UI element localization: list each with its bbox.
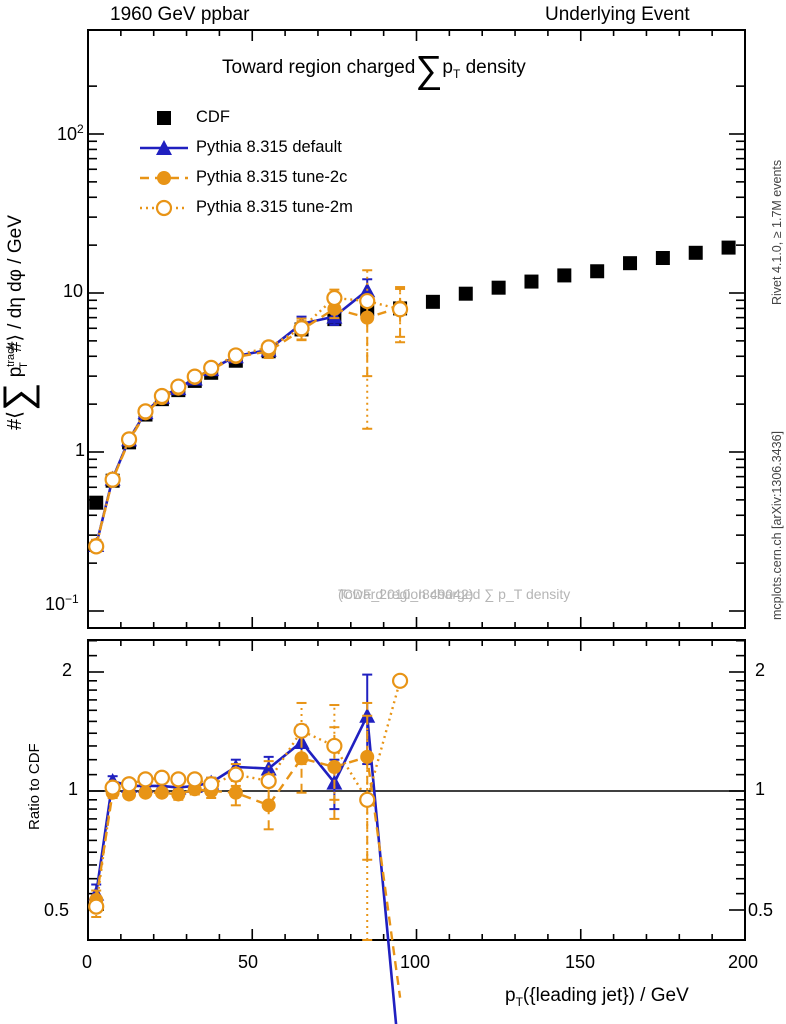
ytick-main-1: 10 (63, 281, 84, 301)
legend-label-2: Pythia 8.315 tune-2c (196, 168, 348, 186)
sigma-symbol: ∑ (415, 49, 443, 91)
series-line-3 (95, 296, 401, 547)
ytick-main-3: 10−1 (45, 592, 79, 614)
data-point-0 (524, 274, 539, 289)
data-point-r2 (120, 776, 138, 793)
data-point-r2 (186, 771, 203, 788)
title-p: p (442, 57, 453, 78)
ytick-ratio-left-2: 0.5 (44, 900, 70, 920)
data-point-0 (491, 280, 506, 295)
legend-label-1: Pythia 8.315 default (196, 138, 342, 156)
data-point-3 (203, 359, 220, 377)
data-point-0 (655, 251, 670, 266)
ytick-main-0: 102 (57, 122, 84, 144)
plot-title: Toward region charged∑pT density (222, 51, 526, 89)
data-point-r1 (294, 751, 309, 766)
main-panel-frame (87, 29, 746, 629)
data-point-r2 (137, 771, 154, 788)
data-point-r1 (171, 787, 186, 802)
data-point-r2 (203, 776, 220, 793)
data-point-r2 (260, 772, 277, 790)
data-point-0 (557, 268, 572, 283)
series-line-1 (94, 289, 369, 546)
data-point-0 (425, 294, 440, 309)
ytick-ratio-right-0: 2 (755, 660, 766, 680)
series-line-2 (95, 306, 401, 546)
title-post-word: density (465, 57, 526, 78)
xtick-1: 50 (238, 952, 259, 972)
ytick-ratio-left-0: 2 (62, 660, 73, 680)
data-point-3 (104, 471, 121, 488)
data-point-3 (88, 538, 105, 555)
data-point-r1 (327, 760, 342, 775)
data-point-2 (360, 310, 375, 325)
data-point-r1 (261, 798, 276, 813)
data-point-r0 (260, 760, 277, 776)
legend-label-0: CDF (196, 108, 230, 126)
title-pre: Toward region charged (222, 57, 416, 78)
data-point-3 (326, 289, 343, 307)
data-point-r2 (326, 737, 343, 755)
data-point-r2 (391, 672, 409, 689)
data-point-0 (458, 286, 473, 301)
xtick-0: 0 (82, 952, 93, 972)
xtick-2: 100 (400, 952, 431, 972)
legend-marker-1[interactable] (156, 140, 172, 155)
legend-marker-2[interactable] (157, 171, 171, 185)
data-point-r1 (360, 749, 375, 764)
data-point-r2 (359, 791, 376, 808)
legend-marker-3[interactable] (155, 199, 173, 217)
data-point-3 (170, 378, 187, 395)
data-point-r1 (154, 785, 169, 800)
data-point-3 (359, 292, 376, 310)
legend-marker-0[interactable] (157, 111, 171, 125)
data-point-0 (89, 495, 104, 510)
xtick-3: 150 (565, 952, 596, 972)
data-point-r2 (104, 779, 121, 796)
data-point-r2 (293, 722, 310, 739)
data-point-3 (120, 431, 138, 448)
data-point-3 (391, 301, 409, 318)
data-point-r1 (138, 785, 153, 800)
data-point-0 (590, 264, 605, 279)
data-point-r2 (170, 771, 187, 788)
ratio-panel-frame (87, 639, 746, 941)
data-point-3 (260, 339, 277, 356)
title-sub: T (452, 67, 461, 81)
data-point-r2 (153, 769, 171, 786)
data-point-r2 (227, 766, 244, 783)
ytick-ratio-left-1: 1 (68, 779, 79, 799)
ytick-main-2: 1 (75, 440, 86, 460)
data-point-r2 (88, 898, 105, 915)
data-point-r1 (228, 785, 243, 800)
legend-label-3: Pythia 8.315 tune-2m (196, 198, 353, 216)
data-point-3 (153, 387, 171, 405)
data-point-0 (688, 245, 703, 260)
data-point-3 (227, 347, 244, 364)
data-point-3 (137, 403, 154, 420)
ytick-ratio-right-2: 0.5 (748, 900, 774, 920)
xtick-4: 200 (728, 952, 759, 972)
data-point-2 (327, 301, 342, 316)
data-point-3 (293, 320, 310, 337)
data-point-3 (186, 368, 203, 385)
header-right: Underlying Event (545, 4, 690, 25)
x-axis-label: pT({leading jet}) / GeV (505, 985, 689, 1009)
data-point-0 (721, 240, 736, 255)
watermark-id: (CDF_2010_I849042) (338, 586, 474, 602)
watermark: Toward region charged ∑ p_T density (338, 586, 571, 602)
data-point-0 (623, 256, 638, 271)
header-left: 1960 GeV ppbar (110, 4, 250, 25)
ytick-ratio-right-1: 1 (755, 779, 766, 799)
